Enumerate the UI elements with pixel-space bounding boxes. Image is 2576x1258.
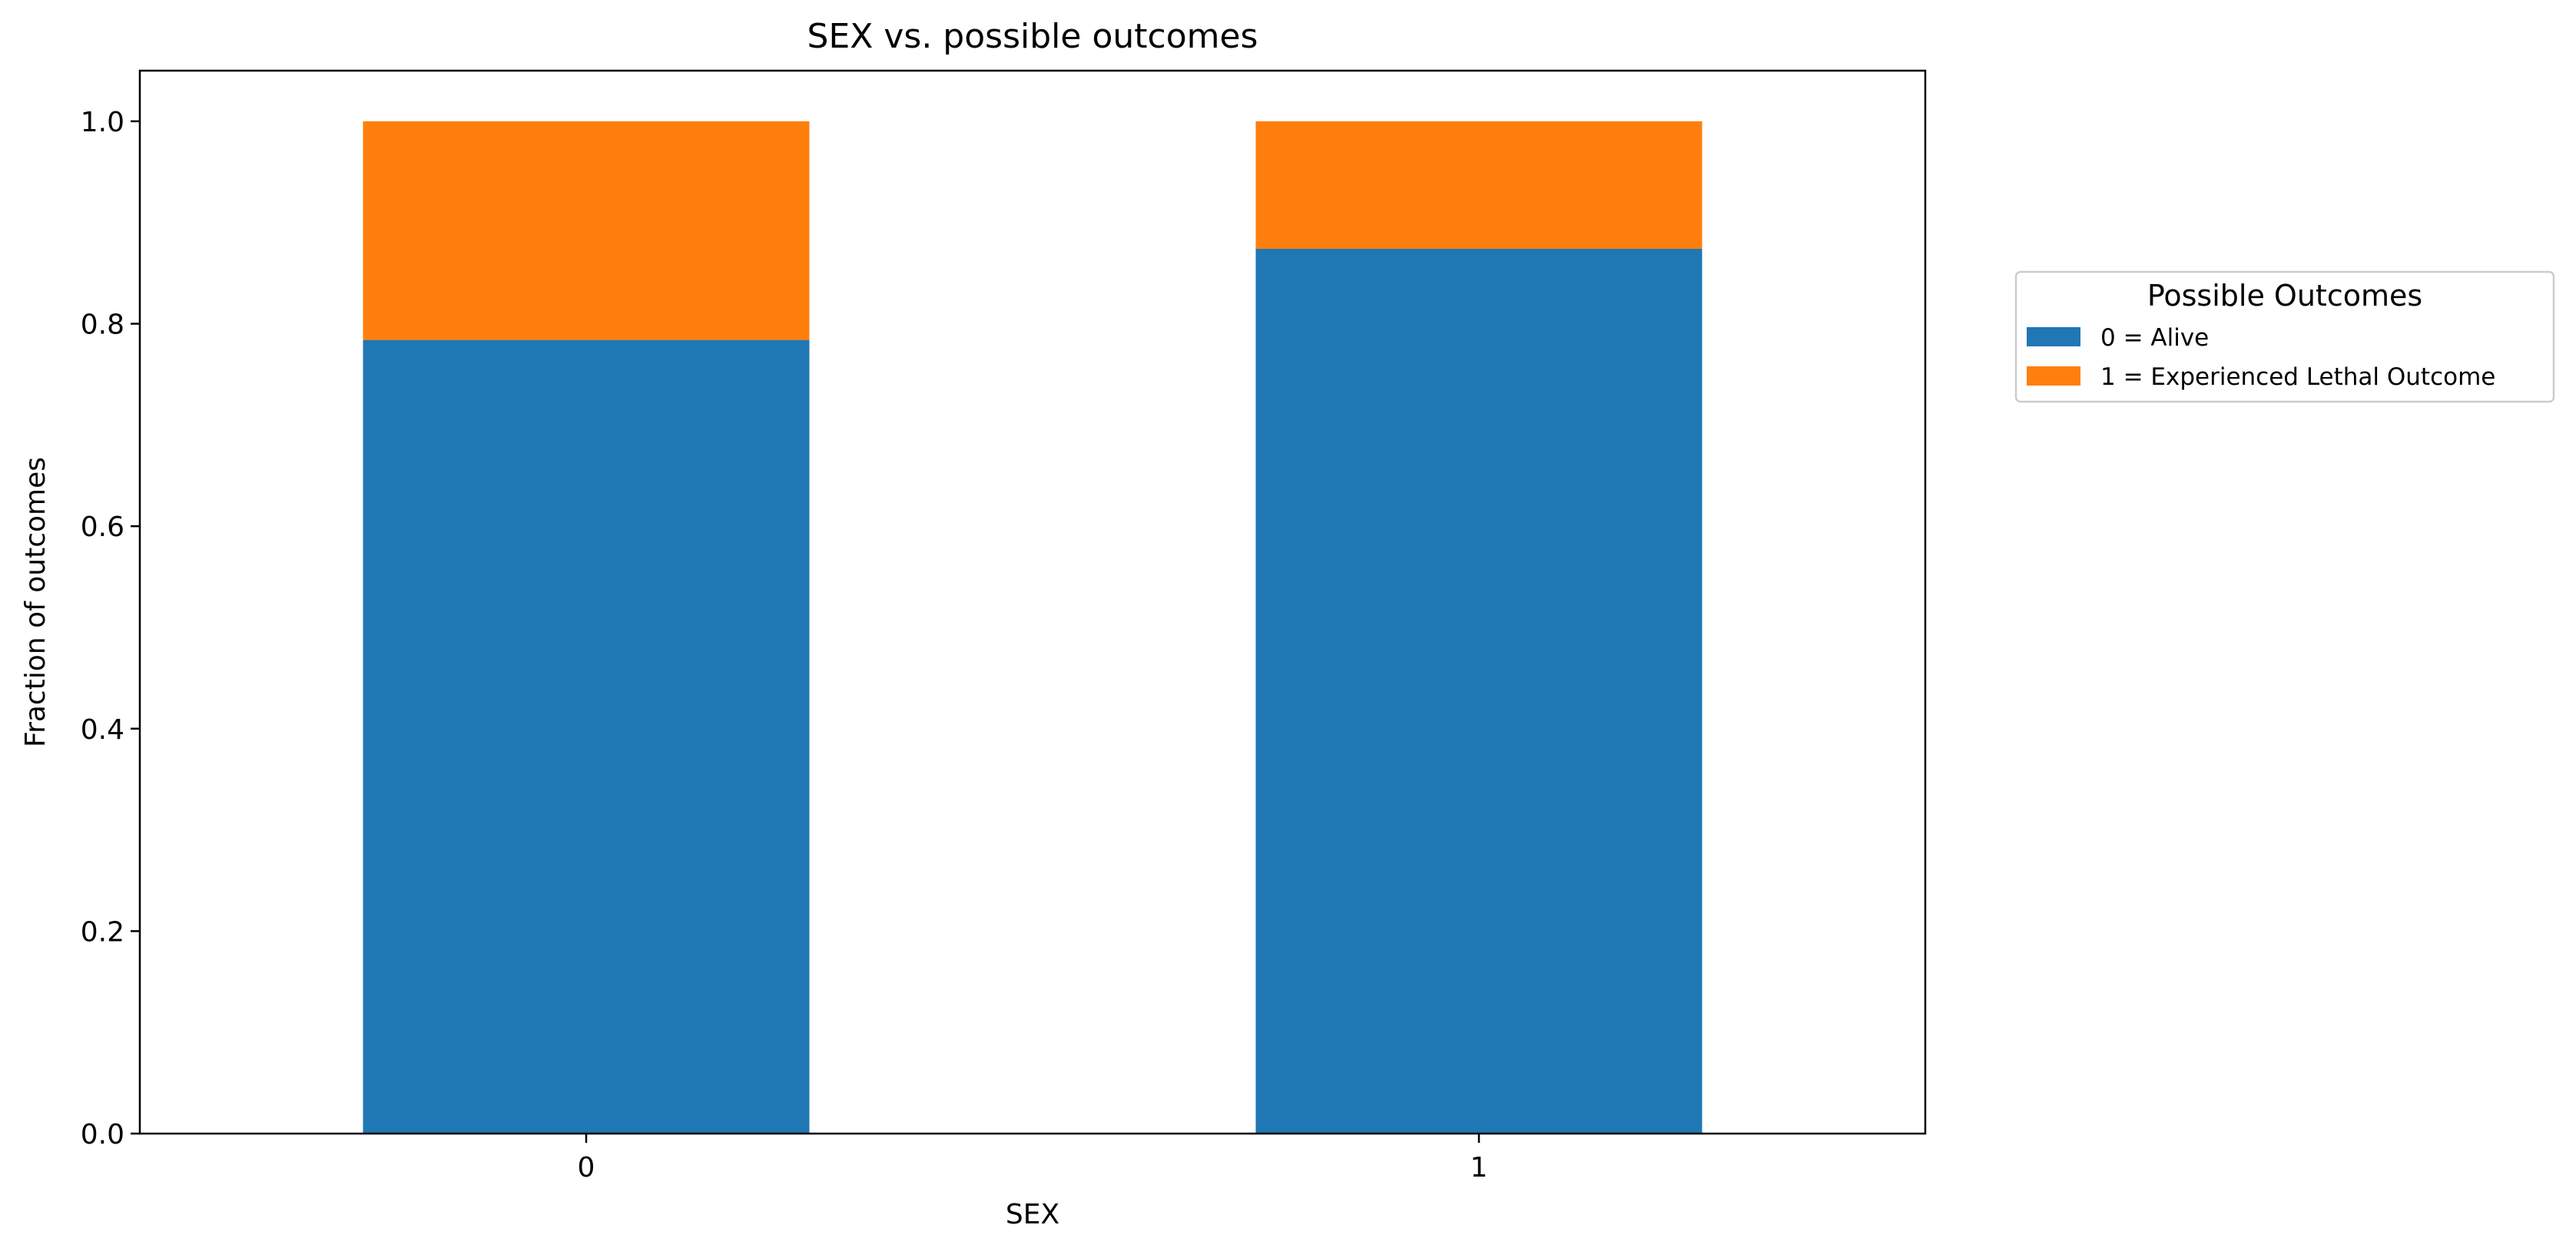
- y-tick-label: 0.2: [81, 916, 124, 948]
- plot-area-frame: [138, 69, 1927, 1135]
- y-axis-label: Fraction of outcomes: [20, 457, 51, 747]
- x-axis-label: SEX: [1006, 1199, 1059, 1230]
- legend-label-series-1: 1 = Experienced Lethal Outcome: [2100, 363, 2495, 391]
- legend-swatch-series-0: [2027, 327, 2080, 346]
- legend-entries: 0 = Alive 1 = Experienced Lethal Outcome: [2027, 324, 2495, 391]
- x-tick-label: 0: [578, 1152, 595, 1184]
- bar-segment-0-series-1: [363, 121, 810, 340]
- y-axis: 0.0 0.2 0.4 0.6 0.8 1.0: [81, 107, 140, 1150]
- y-tick-label: 0.4: [81, 714, 124, 746]
- bar-segment-0-series-0: [363, 339, 810, 1134]
- bar-segment-1-series-1: [1255, 121, 1702, 249]
- legend-frame: [2014, 270, 2555, 403]
- bar-segment-1-series-0: [1255, 248, 1702, 1134]
- y-tick-label: 1.0: [81, 107, 124, 138]
- legend-label-series-0: 0 = Alive: [2100, 324, 2209, 352]
- chart-title: SEX vs. possible outcomes: [807, 17, 1258, 56]
- y-tick-label: 0.6: [81, 511, 124, 543]
- y-tick-label: 0.0: [81, 1119, 124, 1150]
- legend-swatch-series-1: [2027, 366, 2080, 386]
- legend: Possible Outcomes 0 = Alive 1 = Experienc…: [2014, 270, 2555, 403]
- bars-layer: [363, 121, 1702, 1134]
- legend-title: Possible Outcomes: [2147, 279, 2422, 313]
- x-tick-label: 1: [1470, 1152, 1488, 1184]
- y-tick-label: 0.8: [81, 310, 124, 341]
